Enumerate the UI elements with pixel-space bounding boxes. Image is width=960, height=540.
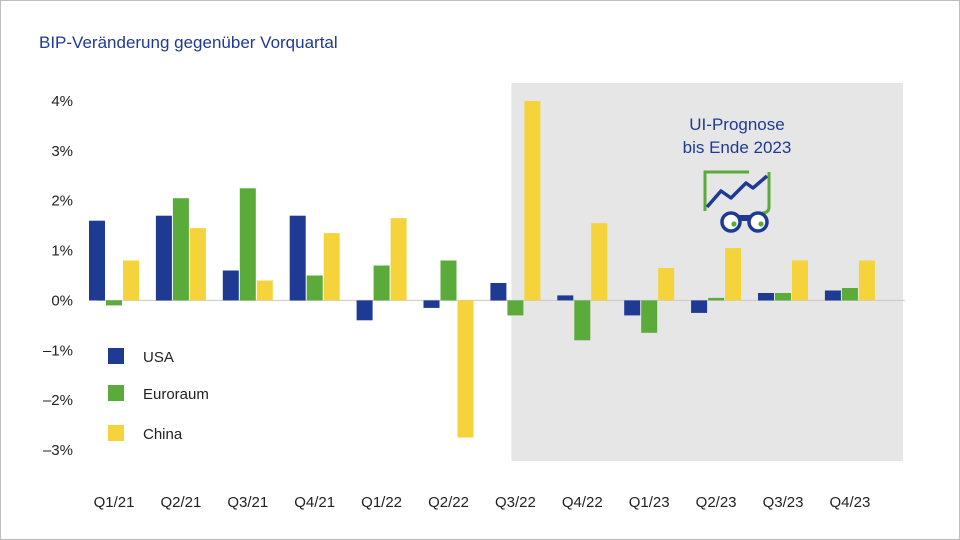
icon-binocular-bridge xyxy=(739,215,750,221)
bar-china-q1-21 xyxy=(123,260,139,301)
icon-binocular-right xyxy=(747,211,769,233)
x-tick-label: Q3/23 xyxy=(763,494,804,511)
bar-usa-q3-21 xyxy=(222,270,239,301)
bar-euroraum-q1-21 xyxy=(106,300,122,306)
binoculars-chart-icon xyxy=(703,170,771,233)
bar-china-q2-21 xyxy=(189,228,206,301)
bar-usa-q2-21 xyxy=(155,215,172,301)
bar-usa-q4-23 xyxy=(824,290,841,301)
bar-euroraum-q4-23 xyxy=(841,288,858,301)
forecast-region xyxy=(511,83,903,461)
y-axis-ticks: 4% 3% 2% 1% 0% –1% –2% –3% xyxy=(43,93,73,459)
bar-usa-q2-23 xyxy=(691,300,708,313)
y-tick-label: –2% xyxy=(43,392,73,409)
icon-trend-line xyxy=(705,174,769,209)
icon-binocular-left xyxy=(720,211,742,233)
x-tick-label: Q2/23 xyxy=(696,494,737,511)
bar-china-q1-23 xyxy=(658,268,675,301)
bar-china-q3-21 xyxy=(256,280,273,301)
bar-euroraum-q4-21 xyxy=(306,275,323,301)
bar-euroraum-q2-21 xyxy=(172,198,189,301)
bar-china-q1-22 xyxy=(390,218,407,301)
bar-euroraum-q2-22 xyxy=(440,260,457,301)
forecast-label: UI-Prognose bis Ende 2023 xyxy=(683,115,792,157)
y-tick-label: 1% xyxy=(51,243,73,260)
bar-euroraum-q4-22 xyxy=(574,300,591,341)
bar-euroraum-q3-22 xyxy=(507,300,524,316)
bar-euroraum-q2-23 xyxy=(708,297,725,301)
bar-euroraum-q1-22 xyxy=(373,265,390,301)
x-tick-label: Q1/23 xyxy=(629,494,670,511)
bar-usa-q4-21 xyxy=(289,215,306,301)
icon-lens-left xyxy=(731,221,737,227)
legend-label-china: China xyxy=(143,426,183,443)
legend-swatch-china xyxy=(108,425,124,441)
icon-frame-left xyxy=(703,170,749,211)
bar-euroraum-q3-23 xyxy=(775,293,791,301)
y-tick-label: –1% xyxy=(43,342,73,359)
x-tick-label: Q3/22 xyxy=(495,494,536,511)
x-tick-label: Q3/21 xyxy=(227,494,268,511)
legend-label-usa: USA xyxy=(143,349,174,366)
x-tick-label: Q1/21 xyxy=(94,494,135,511)
legend: USA Euroraum China xyxy=(108,348,209,443)
x-tick-label: Q1/22 xyxy=(361,494,402,511)
forecast-label-line: UI-Prognose xyxy=(689,115,784,134)
bar-usa-q1-23 xyxy=(624,300,641,316)
x-tick-label: Q2/22 xyxy=(428,494,469,511)
y-tick-label: 2% xyxy=(51,193,73,210)
bar-china-q3-23 xyxy=(792,260,808,301)
bar-euroraum-q3-21 xyxy=(239,188,256,301)
bars xyxy=(89,101,875,438)
chart-title: BIP-Veränderung gegenüber Vorquartal xyxy=(39,33,338,52)
legend-swatch-usa xyxy=(108,348,124,364)
bar-china-q2-22 xyxy=(457,300,474,438)
bar-china-q3-22 xyxy=(524,101,541,301)
forecast-label-line: bis Ende 2023 xyxy=(683,138,792,157)
legend-swatch-euroraum xyxy=(108,385,124,401)
x-tick-label: Q4/22 xyxy=(562,494,603,511)
y-tick-label: 4% xyxy=(51,93,73,110)
legend-label-euroraum: Euroraum xyxy=(143,386,209,403)
bar-usa-q3-23 xyxy=(758,293,774,301)
bar-china-q4-22 xyxy=(591,223,608,301)
x-tick-label: Q4/21 xyxy=(294,494,335,511)
bar-china-q4-21 xyxy=(323,233,340,301)
bar-usa-q4-22 xyxy=(557,295,574,301)
x-tick-label: Q4/23 xyxy=(829,494,870,511)
y-tick-label: 3% xyxy=(51,143,73,160)
x-tick-label: Q2/21 xyxy=(160,494,201,511)
bar-usa-q2-22 xyxy=(423,300,440,308)
y-tick-label: 0% xyxy=(51,292,73,309)
icon-lens-right xyxy=(758,221,764,227)
bar-euroraum-q1-23 xyxy=(641,300,658,333)
bar-usa-q3-22 xyxy=(490,283,507,301)
bar-usa-q1-22 xyxy=(356,300,373,321)
bar-china-q4-23 xyxy=(858,260,875,301)
bar-china-q2-23 xyxy=(725,248,742,301)
bar-usa-q1-21 xyxy=(89,220,105,301)
y-tick-label: –3% xyxy=(43,442,73,459)
x-axis-ticks: Q1/21 Q2/21 Q3/21 Q4/21 Q1/22 Q2/22 Q3/22 Q4/22… xyxy=(94,494,871,511)
